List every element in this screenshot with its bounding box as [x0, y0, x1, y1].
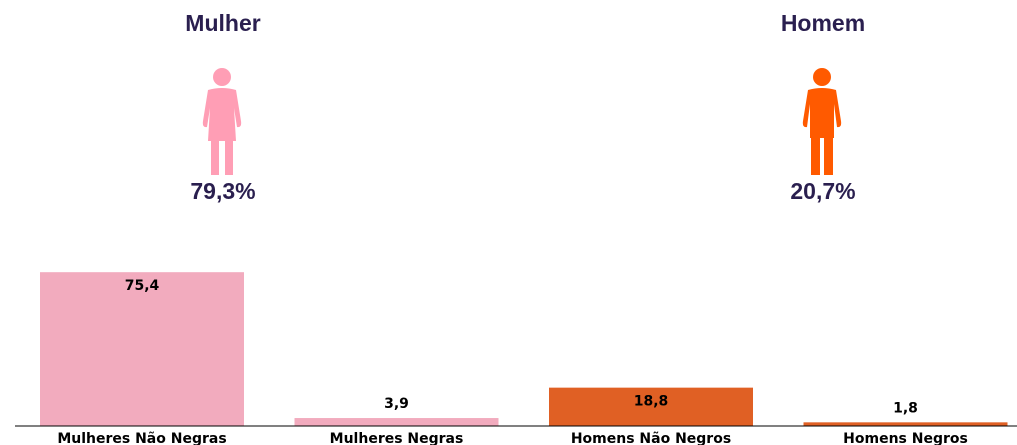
female-percent: 79,3% — [190, 178, 256, 204]
category-label: Homens Negros — [843, 431, 968, 445]
female-panel-title: Mulher — [185, 10, 261, 36]
man-icon — [802, 68, 842, 175]
woman-icon — [202, 68, 242, 175]
male-panel-title: Homem — [780, 10, 866, 36]
bar-2 — [294, 418, 499, 426]
bar-1 — [40, 272, 244, 426]
bar-value-label: 1,8 — [893, 400, 918, 416]
bar-value-label: 3,9 — [384, 396, 409, 412]
male-percent: 20,7% — [790, 178, 856, 204]
bar-3 — [549, 387, 753, 426]
category-label: Mulheres Não Negras — [57, 431, 226, 445]
category-label: Homens Não Negros — [571, 431, 731, 445]
bar-value-label: 75,4 — [125, 278, 160, 294]
category-label: Mulheres Negras — [330, 431, 464, 445]
bar-value-label: 18,8 — [634, 394, 669, 410]
bar-4 — [803, 422, 1008, 426]
